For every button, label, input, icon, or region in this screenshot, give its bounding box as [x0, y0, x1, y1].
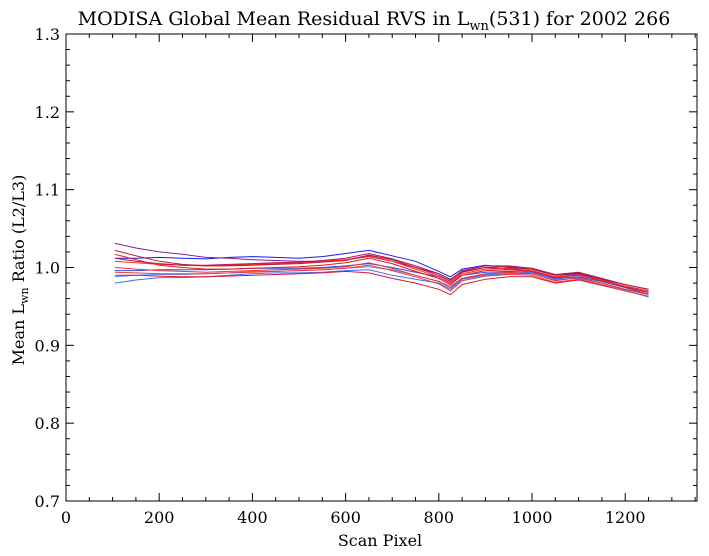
series-line-4 — [114, 266, 649, 298]
x-axis-ticks: 0 200 400 600 800 1000 1200 — [61, 34, 696, 527]
series-line-9 — [114, 262, 649, 295]
x-tick-label: 1000 — [512, 508, 553, 527]
y-axis-label: Mean Lwn Ratio (L2/L3) — [9, 175, 31, 366]
series-line-11 — [114, 264, 649, 297]
x-tick-label: 400 — [237, 508, 268, 527]
series-line-5 — [114, 242, 649, 292]
y-tick-label: 1.0 — [35, 259, 60, 278]
x-axis-label: Scan Pixel — [338, 531, 422, 550]
series-line-3 — [114, 263, 649, 295]
series-lines — [114, 242, 649, 298]
y-tick-label: 0.7 — [35, 492, 60, 511]
x-tick-label: 200 — [144, 508, 175, 527]
y-tick-label: 1.3 — [35, 25, 60, 44]
y-tick-label: 1.2 — [35, 103, 60, 122]
plot-area-border — [65, 33, 698, 502]
x-tick-label: 1200 — [605, 508, 646, 527]
x-tick-label: 600 — [330, 508, 361, 527]
y-axis-ticks: 0.7 0.8 0.9 1.0 1.1 1.2 1.3 — [35, 25, 697, 511]
x-tick-label: 800 — [424, 508, 455, 527]
series-line-12 — [114, 252, 649, 290]
series-line-8 — [114, 270, 649, 297]
y-tick-label: 0.9 — [35, 336, 60, 355]
x-tick-label: 0 — [61, 508, 71, 527]
series-line-6 — [114, 253, 649, 293]
y-tick-label: 0.8 — [35, 414, 60, 433]
plot-frame — [65, 33, 698, 502]
series-line-10 — [114, 249, 649, 290]
chart-title: MODISA Global Mean Residual RVS in Lwn(5… — [78, 8, 671, 34]
y-tick-label: 1.1 — [35, 181, 60, 200]
